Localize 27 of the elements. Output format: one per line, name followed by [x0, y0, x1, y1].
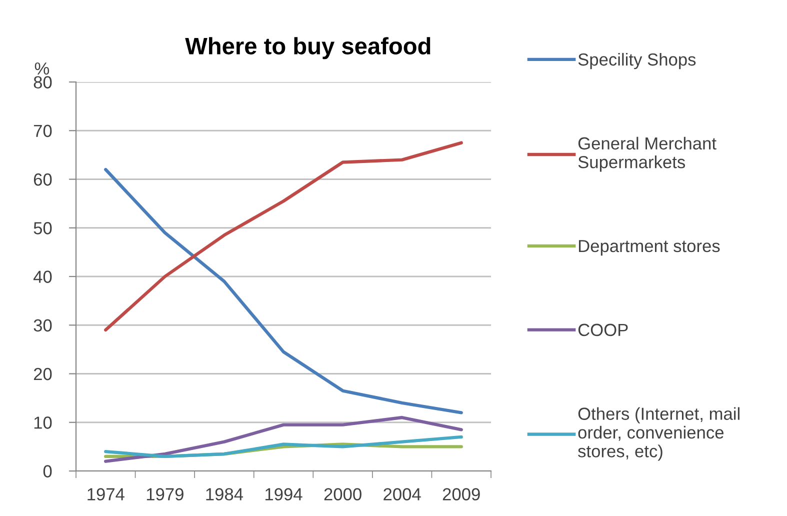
y-tick-label: 40: [33, 270, 52, 283]
y-tick-label: 10: [34, 416, 52, 429]
x-tick-label: 2004: [384, 488, 421, 500]
x-tick-label: 2009: [442, 488, 480, 500]
legend-label: COOP: [578, 324, 628, 336]
legend-label: Specility Shops: [578, 52, 696, 70]
x-tick-label: 2000: [324, 488, 362, 500]
line-series: [104, 141, 463, 332]
legend-label: General Merchant Supermarkets: [578, 136, 716, 172]
y-axis-title: %: [34, 62, 50, 75]
x-tick-label: 1974: [88, 488, 124, 500]
legend-label: Department stores: [578, 240, 720, 256]
y-tick-label: 30: [34, 319, 52, 332]
chart-title: Where to buy seafood: [185, 37, 430, 60]
y-tick-label: 80: [34, 76, 52, 88]
legend-label: Others (Internet, mail order, convenience stores, etc): [578, 407, 740, 461]
x-tick-label: 1994: [266, 488, 302, 500]
y-tick-label: 70: [34, 124, 52, 138]
line-series: [104, 168, 463, 414]
x-tick-label: 1979: [146, 488, 184, 500]
line-series: [104, 435, 463, 458]
line-series: [104, 416, 463, 463]
y-tick-label: 50: [34, 222, 52, 234]
y-tick-label: 60: [34, 173, 52, 186]
x-tick-label: 1984: [206, 488, 244, 500]
y-tick-label: 20: [34, 368, 52, 380]
y-tick-label: 0: [43, 465, 52, 478]
